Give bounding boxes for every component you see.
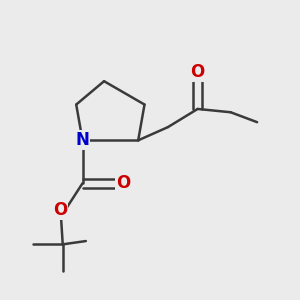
Text: O: O (190, 63, 205, 81)
Text: O: O (53, 201, 67, 219)
Text: O: O (116, 174, 130, 192)
Text: N: N (76, 131, 89, 149)
